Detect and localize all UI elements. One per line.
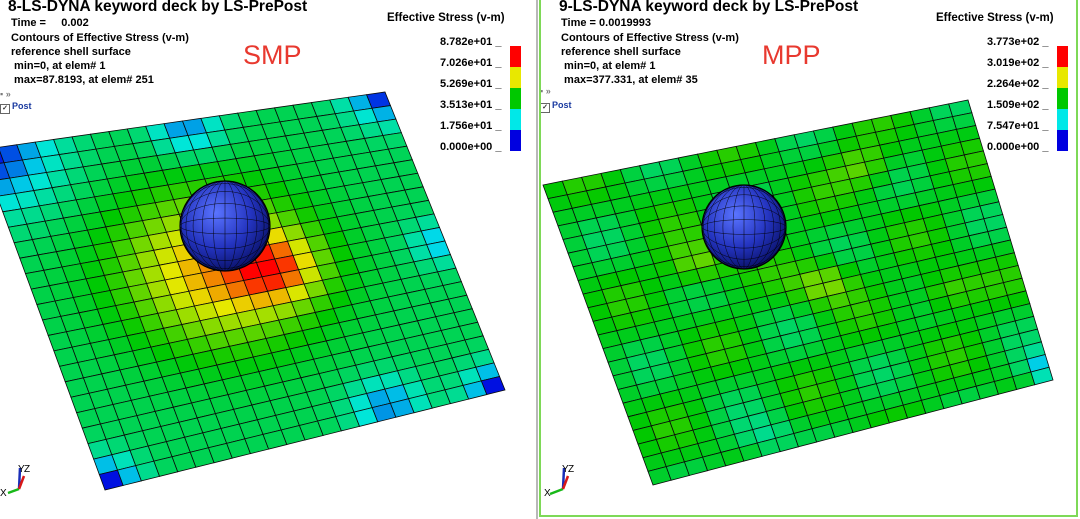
checkbox-icon[interactable]: ✓ xyxy=(540,103,550,113)
contours-label: Contours of Effective Stress (v-m) xyxy=(561,32,739,44)
legend-title: Effective Stress (v-m) xyxy=(387,12,505,24)
post-label: Post xyxy=(12,101,32,111)
legend-value: 8.782e+01 _ xyxy=(440,36,502,48)
min-readout: min=0, at elem# 1 xyxy=(561,60,656,72)
legend-color-swatch xyxy=(510,67,521,88)
legend-color-swatch xyxy=(1057,109,1068,130)
fe-model-view-smp[interactable] xyxy=(0,0,536,519)
legend-value: 7.026e+01 _ xyxy=(440,57,502,69)
legend-value: 0.000e+00 _ xyxy=(987,141,1049,153)
viewport-divider[interactable] xyxy=(536,0,538,519)
impactor-sphere[interactable] xyxy=(701,184,787,270)
axis-z-label: Z xyxy=(24,464,30,475)
legend-color-swatch xyxy=(510,109,521,130)
axis-x-label: X xyxy=(544,488,551,498)
max-readout: max=377.331, at elem# 35 xyxy=(561,74,698,86)
legend-title: Effective Stress (v-m) xyxy=(936,12,1054,24)
model-title: 9-LS-DYNA keyword deck by LS-PrePost xyxy=(559,0,859,15)
post-tree-item[interactable]: ✓ Post xyxy=(0,101,32,114)
legend-value: 3.513e+01 _ xyxy=(440,99,502,111)
legend-value: 0.000e+00 _ xyxy=(440,141,502,153)
fe-model-view-mpp[interactable] xyxy=(538,0,1080,519)
time-readout: Time = 0.002 xyxy=(11,17,89,29)
expand-chevron-icon[interactable]: ▪ » xyxy=(0,89,11,99)
axis-y-label: Y xyxy=(562,464,569,475)
legend-color-swatch xyxy=(510,88,521,109)
triad-axis-icon: Y Z X xyxy=(544,464,574,498)
impactor-sphere[interactable] xyxy=(179,180,271,272)
legend-color-swatch xyxy=(1057,88,1068,109)
expand-chevron-icon[interactable]: ▪ » xyxy=(540,86,551,96)
legend-value: 3.773e+02 _ xyxy=(987,36,1049,48)
legend-value: 3.019e+02 _ xyxy=(987,57,1049,69)
shell-mesh[interactable] xyxy=(542,99,1054,486)
axis-z-label: Z xyxy=(568,464,574,475)
legend-value: 5.269e+01 _ xyxy=(440,78,502,90)
viewport-mpp[interactable]: 9-LS-DYNA keyword deck by LS-PrePost Tim… xyxy=(538,0,1080,519)
time-readout: Time = 0.0019993 xyxy=(561,17,652,29)
legend-color-swatch xyxy=(1057,130,1068,151)
post-label: Post xyxy=(552,100,572,110)
contours-label: Contours of Effective Stress (v-m) xyxy=(11,32,189,44)
legend-value: 1.509e+02 _ xyxy=(987,99,1049,111)
legend-color-swatch xyxy=(1057,67,1068,88)
post-tree-collapsed[interactable]: ▪ » xyxy=(0,89,11,99)
legend-value: 2.264e+02 _ xyxy=(987,78,1049,90)
post-tree-collapsed[interactable]: ▪ » xyxy=(540,86,551,96)
solver-tag-smp: SMP xyxy=(243,40,302,70)
model-title: 8-LS-DYNA keyword deck by LS-PrePost xyxy=(8,0,308,15)
legend-color-swatch xyxy=(510,130,521,151)
legend-color-swatch xyxy=(1057,46,1068,67)
surface-label: reference shell surface xyxy=(561,46,681,58)
legend-value: 1.756e+01 _ xyxy=(440,120,502,132)
axis-y-label: Y xyxy=(18,464,25,475)
axis-x-label: X xyxy=(0,488,7,498)
post-tree-item[interactable]: ✓ Post xyxy=(540,100,572,113)
surface-label: reference shell surface xyxy=(11,46,131,58)
checkbox-icon[interactable]: ✓ xyxy=(0,104,10,114)
min-readout: min=0, at elem# 1 xyxy=(11,60,106,72)
legend-value: 7.547e+01 _ xyxy=(987,120,1049,132)
shell-mesh[interactable] xyxy=(0,91,506,491)
max-readout: max=87.8193, at elem# 251 xyxy=(11,74,154,86)
legend-color-swatch xyxy=(510,46,521,67)
triad-axis-icon: Y Z X xyxy=(0,464,30,498)
solver-tag-mpp: MPP xyxy=(762,40,821,70)
viewport-smp[interactable]: 8-LS-DYNA keyword deck by LS-PrePost Tim… xyxy=(0,0,536,519)
